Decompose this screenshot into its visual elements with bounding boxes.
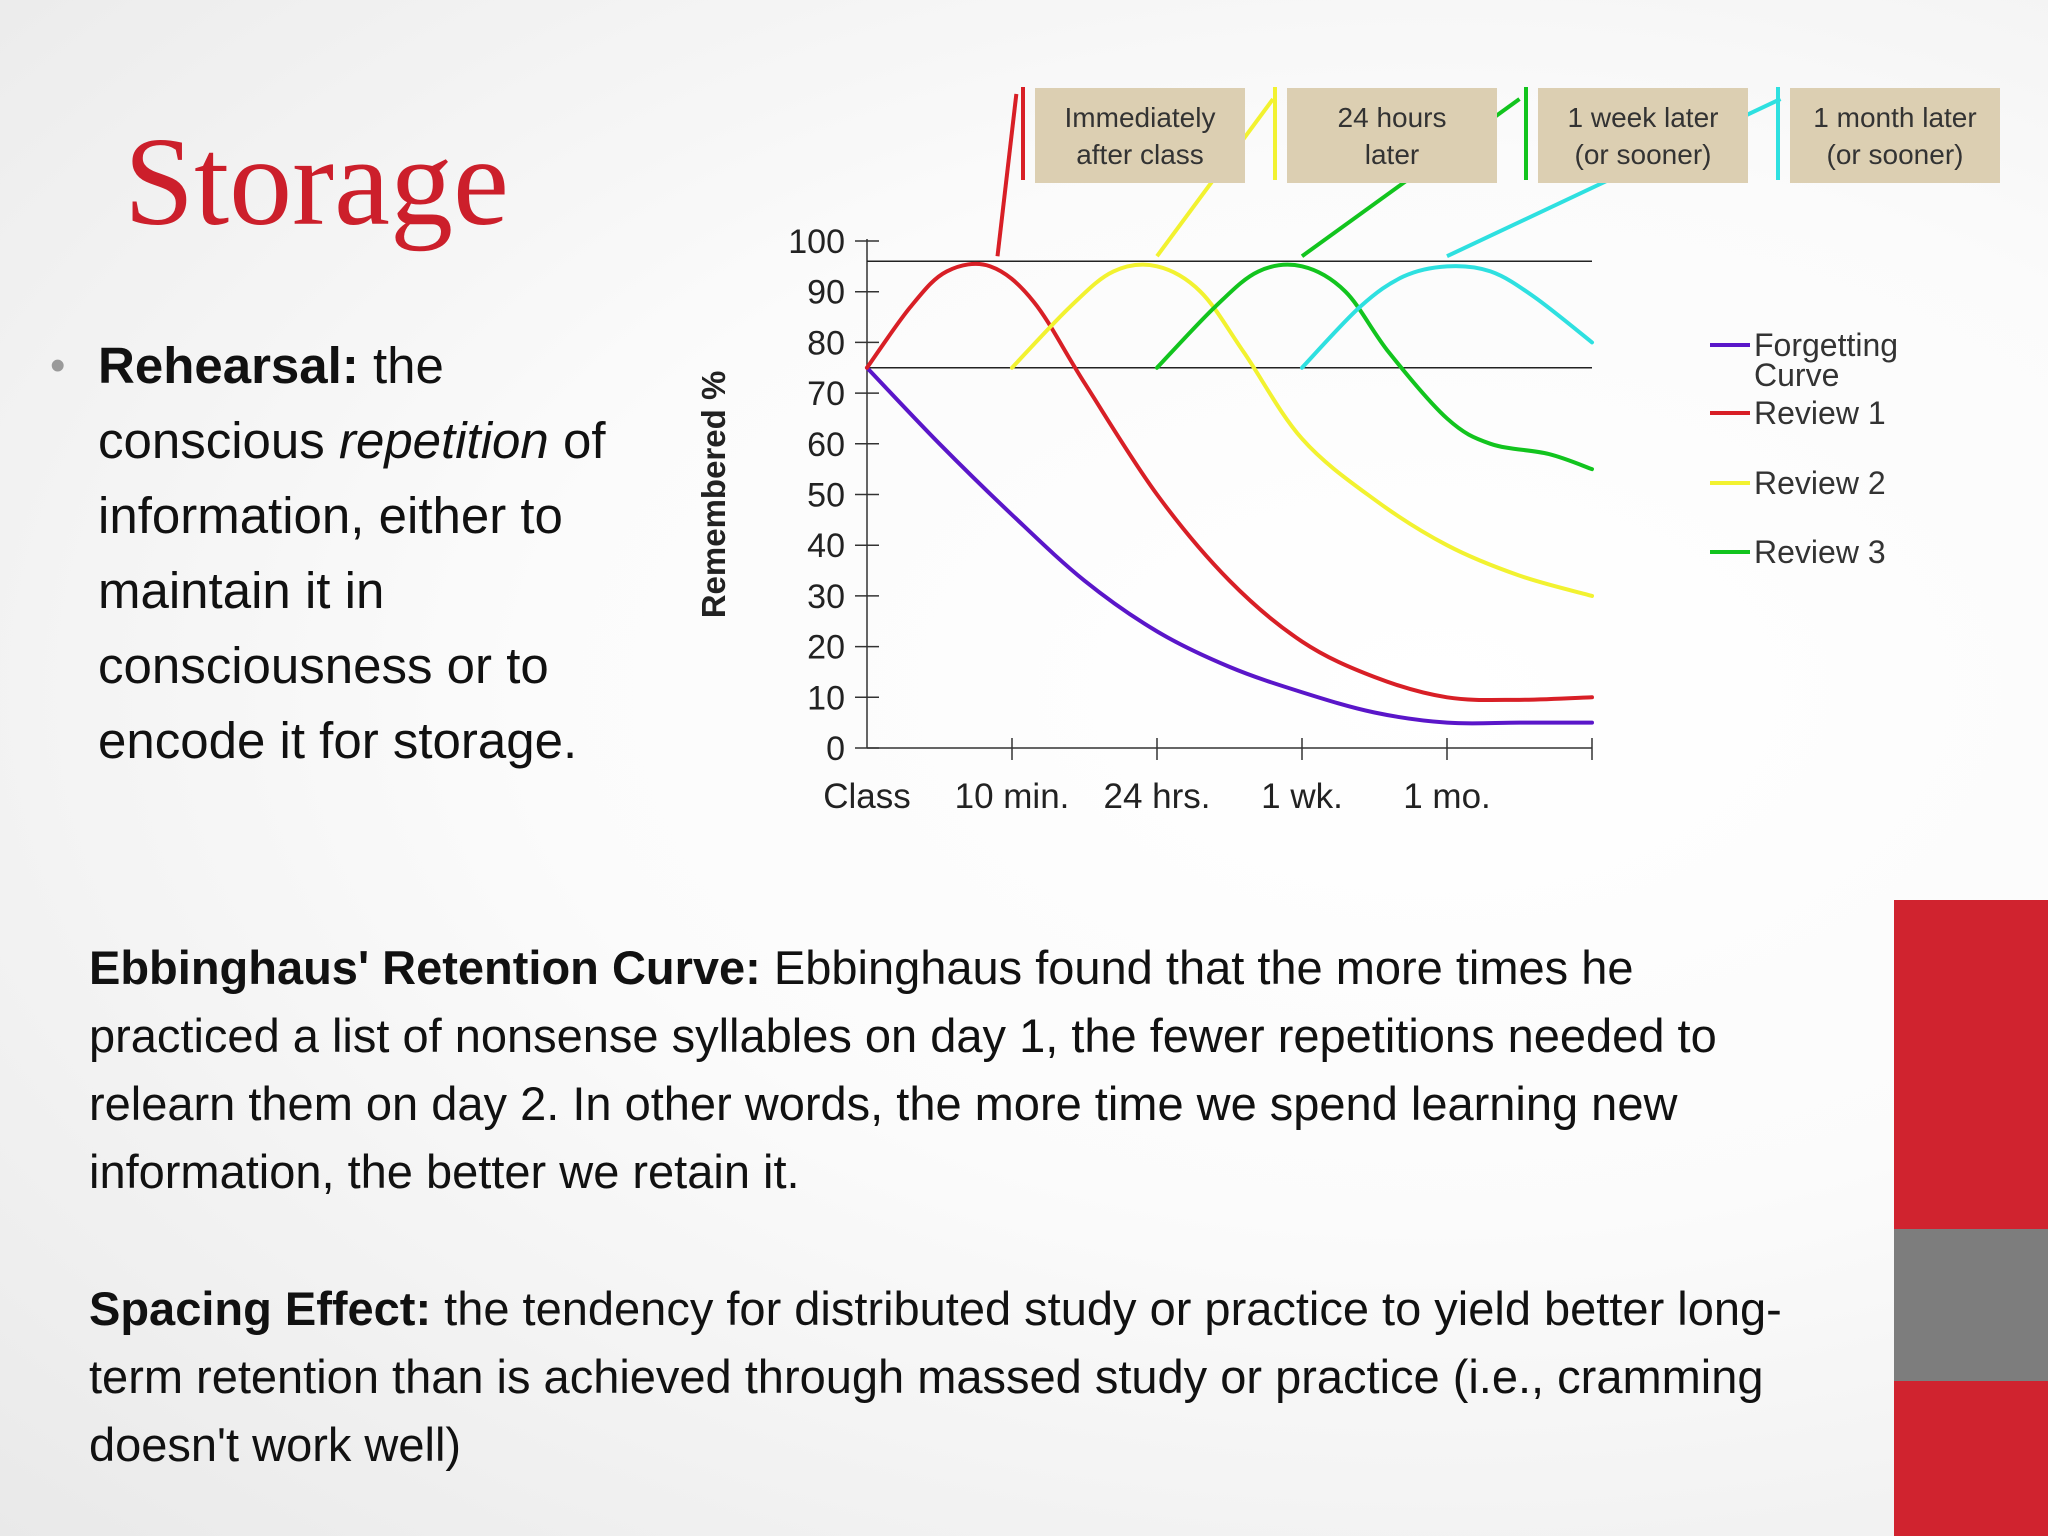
review-label-line1-2: 1 week later — [1568, 102, 1719, 133]
x-tick-label: 1 mo. — [1403, 777, 1491, 816]
accent-bar-gray — [1894, 1229, 2048, 1381]
ebbinghaus-text: Ebbinghaus found that the more times he … — [89, 941, 1717, 1198]
rehearsal-bullet: • Rehearsal: the conscious repetition of… — [42, 328, 632, 778]
review-label-box-1 — [1287, 88, 1497, 183]
y-tick-label: 70 — [807, 375, 845, 413]
spacing-paragraph: Spacing Effect: the tendency for distrib… — [89, 1275, 1789, 1479]
review-label-box-2 — [1538, 88, 1748, 183]
y-tick-label: 30 — [807, 578, 845, 616]
ebbinghaus-term: Ebbinghaus' Retention Curve: — [89, 941, 761, 994]
review-label-box-3 — [1790, 88, 2000, 183]
y-tick-label: 80 — [807, 324, 845, 362]
spacing-text: the tendency for distributed study or pr… — [89, 1282, 1782, 1471]
bullet-text: Rehearsal: the conscious repetition of i… — [42, 328, 632, 778]
y-tick-label: 20 — [807, 629, 845, 667]
review-label-line1-1: 24 hours — [1338, 102, 1447, 133]
review-label-line2-1: later — [1365, 139, 1419, 170]
series-line-0 — [865, 365, 1594, 726]
review-label-line2-2: (or sooner) — [1575, 139, 1712, 170]
x-tick-label: Class — [823, 777, 911, 816]
y-tick-label: 10 — [807, 679, 845, 717]
spacing-term: Spacing Effect: — [89, 1282, 432, 1335]
rehearsal-text-2: of information, either to maintain it in… — [98, 412, 606, 769]
series-line-1 — [865, 261, 1594, 703]
legend-label-line2-0: Curve — [1754, 357, 1839, 393]
slide-title: Storage — [124, 113, 509, 252]
rehearsal-term: Rehearsal: — [98, 337, 359, 394]
accent-bar-red-bottom — [1894, 1381, 2048, 1536]
x-tick-label: 24 hrs. — [1104, 777, 1211, 816]
y-tick-label: 100 — [788, 223, 845, 261]
legend-label-2: Review 2 — [1754, 465, 1886, 501]
y-tick-label: 90 — [807, 274, 845, 312]
review-label-line2-0: after class — [1076, 139, 1204, 170]
review-connector-0 — [995, 93, 1019, 257]
retention-chart-svg: 0 10 20 30 40 50 60 70 80 90 100 Class 10 min. 24 hrs… — [695, 87, 2000, 816]
accent-bar-red-top — [1894, 900, 2048, 1229]
series-line-3 — [1155, 262, 1594, 472]
y-axis-label: Remembered % — [695, 371, 732, 619]
review-label-box-0 — [1035, 88, 1245, 183]
review-label-line1-3: 1 month later — [1813, 102, 1976, 133]
ebbinghaus-paragraph: Ebbinghaus' Retention Curve: Ebbinghaus … — [89, 934, 1789, 1206]
legend-label-3: Review 3 — [1754, 534, 1886, 570]
review-label-line2-3: (or sooner) — [1827, 139, 1964, 170]
retention-chart: 0 10 20 30 40 50 60 70 80 90 100 Class 10 min. 24 hrs… — [690, 80, 2020, 840]
x-tick-label: 10 min. — [955, 777, 1070, 816]
review-label-line1-0: Immediately — [1065, 102, 1216, 133]
legend-label-1: Review 1 — [1754, 395, 1886, 431]
bullet-dot-icon: • — [50, 341, 66, 390]
rehearsal-text-1: the conscious — [98, 337, 444, 469]
y-tick-label: 60 — [807, 426, 845, 464]
legend-label-0: Forgetting — [1754, 327, 1898, 363]
y-tick-label: 50 — [807, 477, 845, 515]
x-tick-label: 1 wk. — [1261, 777, 1343, 816]
y-tick-label: 40 — [807, 527, 845, 565]
y-tick-label: 0 — [826, 730, 845, 768]
rehearsal-italic: repetition — [338, 412, 549, 469]
series-line-4 — [1300, 264, 1594, 370]
series-line-2 — [1010, 262, 1594, 598]
